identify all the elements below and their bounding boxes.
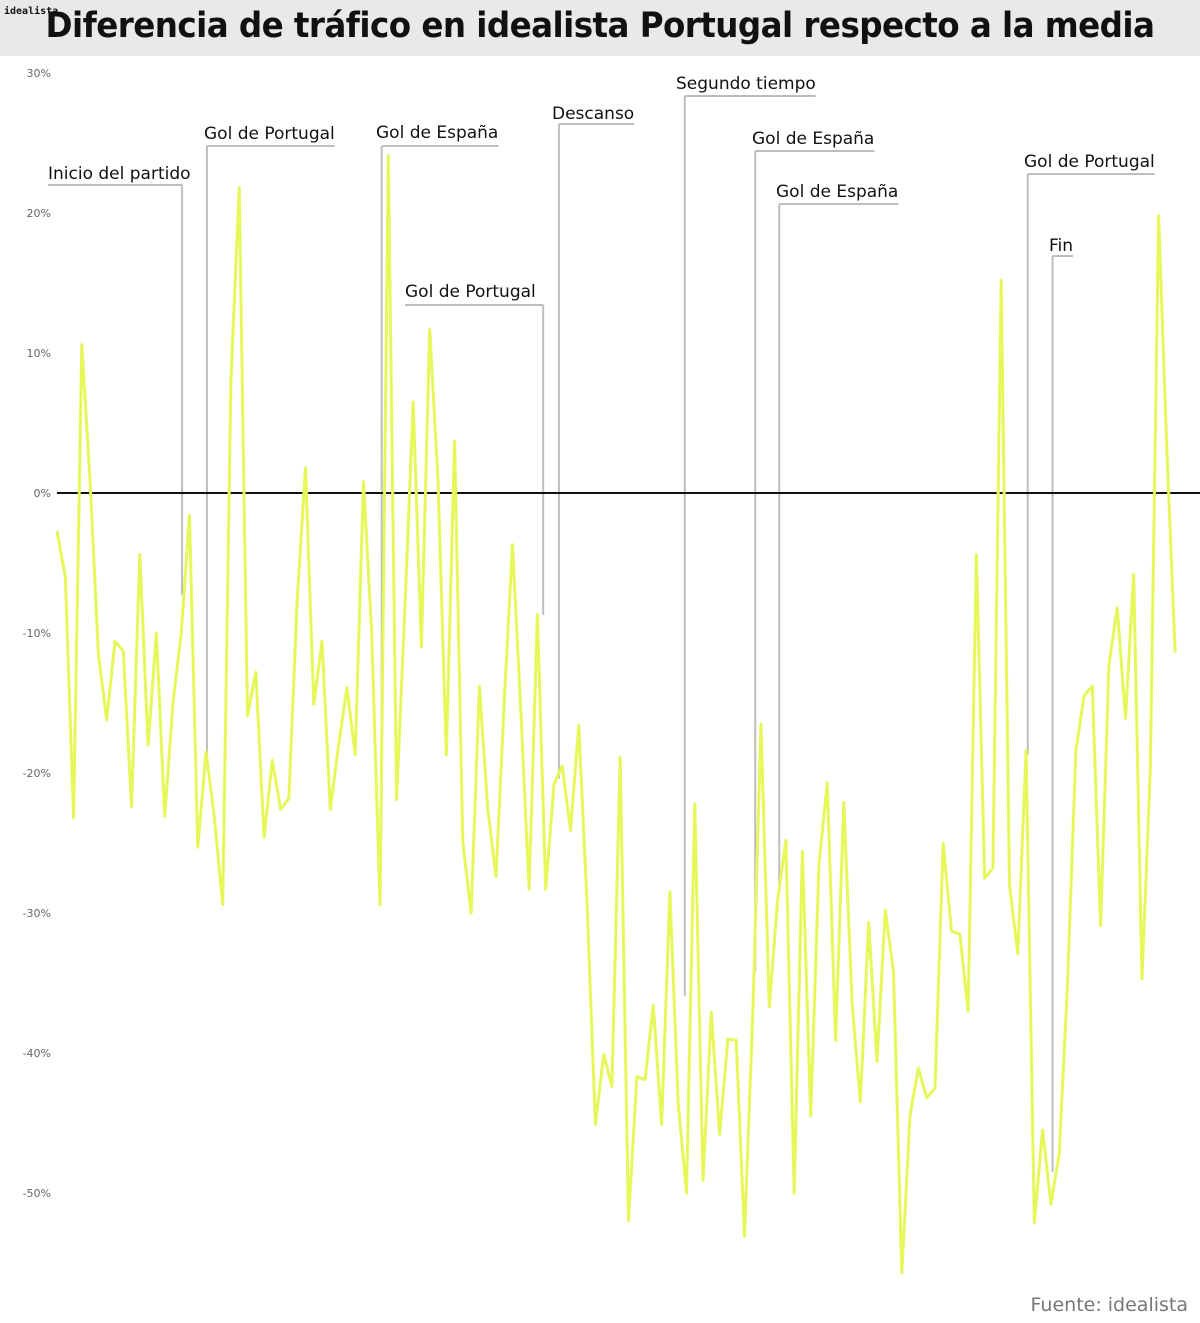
annotation-label: Gol de España (752, 129, 874, 149)
annotation: Gol de Portugal (204, 124, 335, 754)
annotation: Segundo tiempo (676, 74, 816, 996)
y-tick-label: -30% (23, 907, 51, 920)
y-tick-label: 0% (34, 487, 51, 500)
y-tick-label: -50% (23, 1187, 51, 1200)
annotation-label: Gol de Portugal (405, 282, 536, 302)
title-bar (0, 0, 1200, 56)
y-tick-label: -20% (23, 767, 51, 780)
annotation: Descanso (552, 104, 634, 779)
annotation-label: Gol de Portugal (204, 124, 335, 144)
y-tick-label: 30% (27, 67, 51, 80)
y-tick-label: -40% (23, 1047, 51, 1060)
chart-title: Diferencia de tráfico en idealista Portu… (45, 6, 1155, 46)
annotation-label: Segundo tiempo (676, 74, 816, 94)
source-note: Fuente: idealista (1030, 1294, 1188, 1316)
series-line (55, 154, 1177, 1275)
y-tick-label: -10% (23, 627, 51, 640)
annotation: Inicio del partido (48, 164, 191, 596)
annotation-label: Gol de Portugal (1024, 152, 1155, 172)
brand-logo: idealista (4, 6, 59, 17)
annotation: Gol de Portugal (405, 282, 545, 615)
annotation: Gol de España (752, 129, 874, 972)
annotation-label: Gol de España (376, 123, 498, 143)
annotation-label: Inicio del partido (48, 164, 191, 184)
annotation: Gol de Portugal (1024, 152, 1155, 755)
annotation-label: Descanso (552, 104, 634, 124)
annotation: Gol de España (776, 182, 898, 884)
y-tick-label: 20% (27, 207, 51, 220)
annotation-label: Fin (1049, 236, 1073, 256)
annotation-label: Gol de España (776, 182, 898, 202)
annotations: Inicio del partido Gol de Portugal Gol de … (48, 74, 1155, 1172)
annotation: Fin (1049, 236, 1074, 1172)
y-tick-label: 10% (27, 347, 51, 360)
y-axis: 30% 20% 10% 0% -10% -20% -30% -40% -50% (23, 67, 51, 1200)
